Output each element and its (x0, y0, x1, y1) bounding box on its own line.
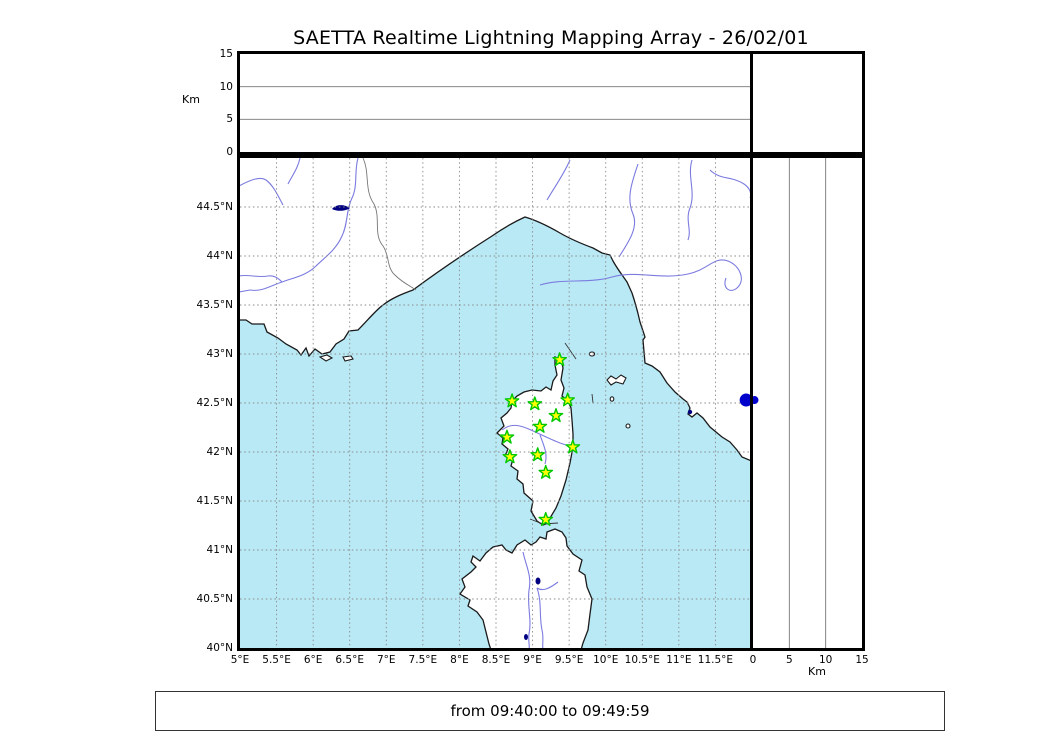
station-star-marker (527, 396, 543, 411)
country-border (362, 158, 417, 291)
lakes (332, 205, 693, 640)
longitude-tick-label: 5°E (230, 654, 250, 666)
station-markers (499, 352, 581, 526)
altitude-longitude-panel (237, 51, 755, 155)
station-star-marker (548, 408, 564, 423)
altitude-axis-label-bottom: Km (808, 665, 826, 678)
map-panel (237, 155, 755, 651)
longitude-tick-label: 9°E (523, 654, 542, 666)
station-star-marker (552, 352, 567, 367)
station-star-marker (565, 439, 581, 454)
altitude-tick-label: 0 (226, 146, 233, 158)
station-star-marker (532, 418, 548, 433)
station-star-marker (504, 393, 520, 408)
latitude-tick-label: 42.5°N (196, 397, 233, 409)
hyeres-island (342, 355, 354, 362)
elba-island (606, 374, 627, 386)
station-star-marker (538, 511, 554, 526)
latitude-tick-label: 43°N (206, 348, 233, 360)
longitude-tick-label: 10°E (593, 654, 619, 666)
altitude-axis-label-top: Km (182, 93, 200, 106)
rivers (240, 158, 752, 648)
latitude-tick-label: 42°N (206, 446, 233, 458)
station-star-marker (502, 449, 518, 464)
corner-panel (750, 51, 865, 155)
event-dot-altitude (753, 396, 759, 405)
station-star-marker (560, 392, 575, 407)
lightning-event-marker (739, 393, 752, 407)
latitude-tick-label: 40.5°N (196, 593, 233, 605)
altitude-longitude-plot (240, 86, 752, 120)
latitude-tick-label: 44.5°N (196, 201, 233, 213)
longitude-tick-label: 11°E (666, 654, 692, 666)
time-range-text: from 09:40:00 to 09:49:59 (450, 702, 650, 720)
latitude-tick-label: 41°N (206, 544, 233, 556)
mainland-coastline (240, 158, 752, 462)
map-graticule (240, 158, 752, 648)
latitude-tick-label: 40°N (206, 642, 233, 654)
map-svg (240, 158, 752, 648)
montecristo-island (625, 423, 631, 429)
altitude-tick-label: 0 (749, 654, 757, 666)
longitude-tick-label: 8.5°E (481, 654, 511, 666)
small-island (609, 396, 615, 402)
altitude-tick-label: 10 (818, 654, 833, 666)
station-star-marker (530, 447, 545, 462)
longitude-tick-label: 5.5°E (262, 654, 291, 666)
time-range-box: from 09:40:00 to 09:49:59 (155, 691, 945, 731)
longitude-tick-label: 8°E (450, 654, 469, 666)
altitude-tick-label: 15 (219, 48, 233, 60)
altitude-tick-label: 10 (219, 80, 233, 93)
altitude-tick-label: 15 (855, 654, 869, 666)
longitude-tick-label: 10.5°E (624, 654, 660, 666)
event-dot (739, 393, 752, 407)
hyeres-island (318, 354, 334, 362)
latitude-tick-label: 44°N (206, 250, 233, 262)
altitude-tick-label: 5 (226, 113, 233, 126)
station-star-marker (499, 429, 515, 444)
longitude-tick-label: 7°E (376, 654, 396, 666)
station-star-marker (538, 464, 554, 479)
longitude-tick-label: 6°E (303, 654, 323, 666)
page-title: SAETTA Realtime Lightning Mapping Array … (293, 27, 809, 49)
sardinia-landmass (459, 528, 593, 648)
longitude-tick-label: 11.5°E (697, 654, 734, 666)
latitude-tick-label: 41.5°N (196, 495, 233, 507)
longitude-tick-label: 6.5°E (335, 654, 364, 666)
altitude-tick-label: 5 (785, 654, 793, 666)
altitude-latitude-plot (753, 158, 827, 648)
longitude-tick-label: 7.5°E (408, 654, 438, 666)
altitude-latitude-panel (750, 155, 865, 651)
latitude-tick-label: 43.5°N (196, 299, 233, 311)
longitude-tick-label: 9.5°E (554, 654, 584, 666)
